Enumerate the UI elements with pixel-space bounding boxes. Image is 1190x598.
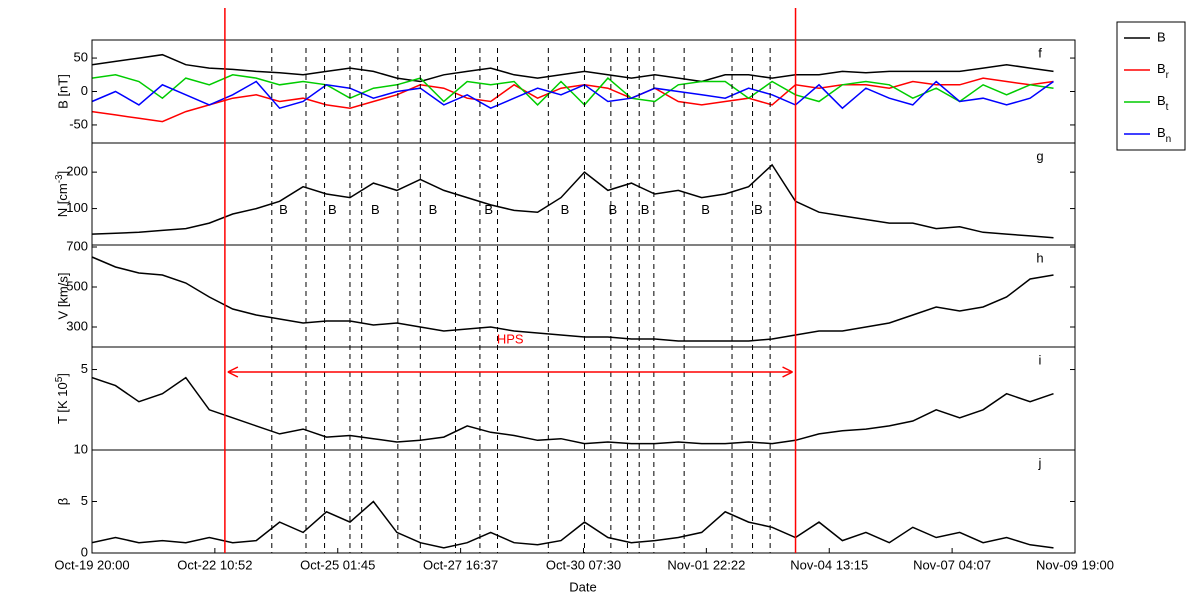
panel-label: h [1036, 250, 1043, 265]
y-tick-label: 0 [81, 544, 88, 559]
y-tick-label: 700 [66, 238, 88, 253]
y-axis-label: T [K 105] [54, 373, 71, 424]
legend-label: Bn [1157, 125, 1171, 144]
x-axis-label: Date [569, 579, 596, 594]
y-tick-label: 500 [66, 278, 88, 293]
y-tick-label: 5 [81, 493, 88, 508]
y-axis-label: β [55, 498, 70, 505]
y-axis-label: N [cm-3] [54, 171, 71, 217]
annotation: B [641, 202, 650, 217]
series-group [92, 376, 1054, 445]
annotation: B [279, 202, 288, 217]
data-line [92, 53, 1054, 83]
y-axis-label: V [km/s] [55, 273, 70, 320]
data-line [92, 500, 1054, 549]
series-group [92, 500, 1054, 549]
data-line [92, 376, 1054, 445]
x-tick-label: Oct-27 16:37 [423, 557, 498, 572]
annotation: B [561, 202, 570, 217]
legend-label: Br [1157, 61, 1170, 80]
x-tick-label: Oct-30 07:30 [546, 557, 621, 572]
annotation: B [754, 202, 763, 217]
data-line [92, 163, 1054, 239]
x-tick-label: Nov-01 22:22 [667, 557, 745, 572]
data-line [92, 74, 1054, 106]
legend-box [1116, 21, 1186, 151]
panel-label: g [1036, 148, 1043, 163]
annotation: B [701, 202, 710, 217]
x-tick-label: Oct-22 10:52 [177, 557, 252, 572]
x-tick-label: Nov-07 04:07 [913, 557, 991, 572]
panel-label: i [1039, 352, 1042, 367]
y-tick-label: 50 [74, 49, 88, 64]
x-tick-label: Oct-19 20:00 [54, 557, 129, 572]
annotation: B [371, 202, 380, 217]
data-line [92, 256, 1054, 342]
y-tick-label: 200 [66, 164, 88, 179]
x-tick-label: Oct-25 01:45 [300, 557, 375, 572]
data-line [92, 80, 1054, 110]
panel-label: f [1038, 45, 1042, 60]
series-group [92, 163, 1054, 239]
annotation: B [484, 202, 493, 217]
y-tick-label: 0 [81, 83, 88, 98]
span-label: HPS [497, 331, 524, 346]
y-tick-label: 10 [74, 441, 88, 456]
x-tick-label: Nov-04 13:15 [790, 557, 868, 572]
y-tick-label: 5 [81, 361, 88, 376]
x-tick-label: Nov-09 19:00 [1036, 557, 1114, 572]
annotation: B [608, 202, 617, 217]
annotation: B [328, 202, 337, 217]
legend-label: Bt [1157, 93, 1169, 112]
panel-label: j [1038, 455, 1042, 470]
legend-label: B [1157, 29, 1166, 44]
series-group [92, 256, 1054, 342]
series-group [92, 53, 1054, 123]
arrow-head [227, 366, 793, 378]
annotation: B [429, 202, 438, 217]
y-tick-label: 100 [66, 200, 88, 215]
y-tick-label: -50 [69, 116, 88, 131]
y-axis-label: B [nT] [55, 74, 70, 109]
y-tick-label: 300 [66, 318, 88, 333]
